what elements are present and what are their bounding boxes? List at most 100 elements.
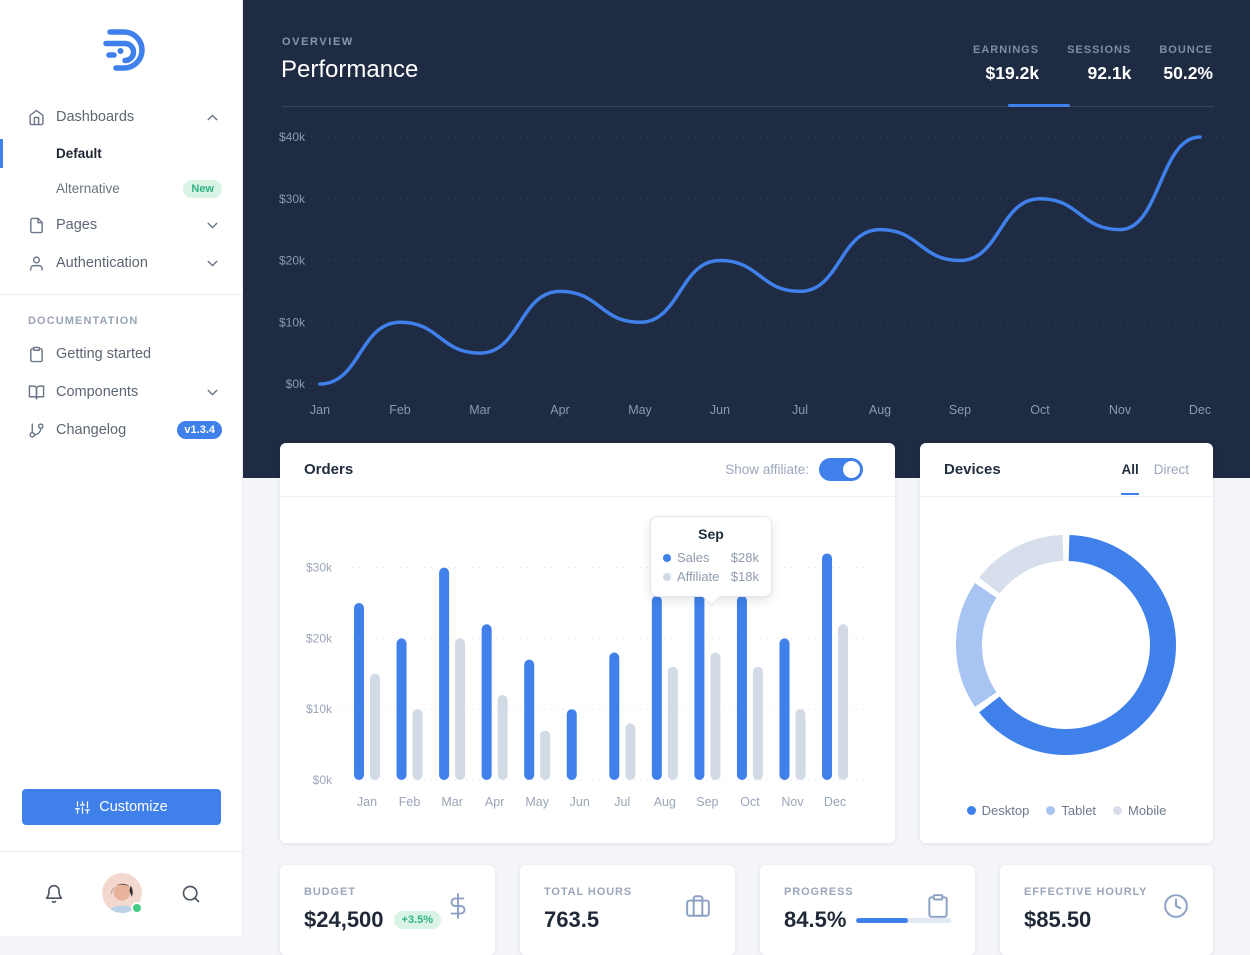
- svg-text:Sep: Sep: [696, 795, 718, 809]
- earnings-active-underline: [1008, 104, 1070, 107]
- svg-text:Jun: Jun: [710, 403, 730, 417]
- online-status-dot: [131, 902, 143, 914]
- progress-label: PROGRESS: [784, 886, 854, 898]
- legend-tablet[interactable]: Tablet: [1046, 803, 1096, 818]
- effective-hourly-card: EFFECTIVE HOURLY $85.50: [1000, 865, 1213, 955]
- page-title: Performance: [281, 56, 419, 83]
- devices-legend: Desktop Tablet Mobile: [920, 803, 1213, 818]
- bell-icon[interactable]: [44, 884, 64, 904]
- chevron-down-icon: [207, 222, 218, 228]
- nav-label: Dashboards: [56, 109, 135, 125]
- performance-header: $0k $10k $20k $30k $40k Jan Feb Mar Apr May Jun Jul…: [243, 0, 1250, 478]
- show-affiliate-toggle[interactable]: [819, 458, 863, 481]
- legend-mobile[interactable]: Mobile: [1113, 803, 1166, 818]
- tab-all[interactable]: All: [1121, 462, 1140, 495]
- effective-hourly-label: EFFECTIVE HOURLY: [1024, 886, 1148, 898]
- stat-sessions[interactable]: SESSIONS 92.1k: [1067, 44, 1132, 83]
- svg-text:$40k: $40k: [279, 130, 306, 144]
- sidebar-item-pages[interactable]: Pages: [0, 206, 242, 244]
- devices-donut-chart[interactable]: [920, 497, 1213, 797]
- clock-icon: [1164, 894, 1188, 918]
- progress-card: PROGRESS 84.5%: [760, 865, 975, 955]
- nav-label: Authentication: [56, 255, 148, 271]
- chevron-down-icon: [207, 260, 218, 266]
- svg-text:Aug: Aug: [869, 403, 891, 417]
- budget-card: BUDGET $24,500 +3.5%: [280, 865, 495, 955]
- total-hours-value: 763.5: [544, 907, 600, 932]
- clipboard-icon: [30, 346, 43, 362]
- svg-text:$0k: $0k: [313, 773, 333, 787]
- svg-text:Apr: Apr: [485, 795, 504, 809]
- svg-text:Nov: Nov: [781, 795, 804, 809]
- svg-text:Jun: Jun: [570, 795, 590, 809]
- svg-text:$30k: $30k: [279, 192, 306, 206]
- version-badge: v1.3.4: [177, 421, 222, 439]
- svg-text:Jul: Jul: [792, 403, 808, 417]
- svg-text:Dec: Dec: [824, 795, 846, 809]
- nav-label: Pages: [56, 217, 98, 233]
- header-eyebrow: OVERVIEW: [282, 36, 354, 48]
- svg-text:Oct: Oct: [1030, 403, 1050, 417]
- svg-text:May: May: [525, 795, 549, 809]
- sidebar-item-changelog[interactable]: Changelog v1.3.4: [0, 411, 242, 449]
- show-affiliate-label: Show affiliate:: [725, 462, 809, 477]
- stat-bounce[interactable]: BOUNCE 50.2%: [1159, 44, 1213, 83]
- svg-text:Sep: Sep: [949, 403, 971, 417]
- clipboard-icon: [928, 894, 948, 918]
- sidebar-item-dashboards[interactable]: Dashboards: [0, 98, 242, 136]
- book-open-icon: [28, 384, 45, 400]
- total-hours-card: TOTAL HOURS 763.5: [520, 865, 735, 955]
- svg-text:Dec: Dec: [1189, 403, 1211, 417]
- sidebar-item-getting-started[interactable]: Getting started: [0, 335, 242, 373]
- orders-title: Orders: [304, 461, 354, 478]
- devices-tabs: All Direct: [1121, 462, 1189, 495]
- svg-text:$0k: $0k: [286, 377, 306, 391]
- progress-bar-fill: [856, 917, 909, 923]
- svg-text:Nov: Nov: [1109, 403, 1132, 417]
- progress-bar: [856, 917, 951, 923]
- svg-text:Jan: Jan: [357, 795, 377, 809]
- sidebar-item-components[interactable]: Components: [0, 373, 242, 411]
- svg-text:Jan: Jan: [310, 403, 330, 417]
- home-icon: [29, 109, 44, 125]
- sidebar: Dashboards Default Alternative New Pages…: [0, 0, 243, 936]
- budget-label: BUDGET: [304, 886, 356, 898]
- tab-direct[interactable]: Direct: [1153, 462, 1189, 477]
- customize-button[interactable]: Customize: [22, 789, 221, 825]
- customize-label: Customize: [99, 799, 168, 815]
- stat-earnings[interactable]: EARNINGS $19.2k: [973, 44, 1040, 83]
- budget-change-badge: +3.5%: [393, 911, 442, 929]
- svg-text:Oct: Oct: [740, 795, 760, 809]
- git-branch-icon: [29, 422, 44, 438]
- search-icon[interactable]: [181, 884, 201, 904]
- devices-title: Devices: [944, 461, 1001, 478]
- header-stats: EARNINGS $19.2k SESSIONS 92.1k BOUNCE 50…: [973, 44, 1213, 84]
- orders-card: $0k $10k $20k $30k Jan Feb Mar Apr May Jun Jul Aug S…: [280, 443, 895, 843]
- sidebar-item-default[interactable]: Default: [0, 136, 242, 171]
- nav-label: Default: [56, 146, 102, 161]
- svg-text:Feb: Feb: [389, 403, 411, 417]
- new-badge: New: [183, 179, 222, 198]
- toggle-knob: [843, 461, 860, 478]
- total-hours-label: TOTAL HOURS: [544, 886, 633, 898]
- header-divider: [282, 106, 1214, 107]
- tablet-dot: [1046, 806, 1056, 815]
- svg-text:$20k: $20k: [279, 254, 306, 268]
- legend-desktop[interactable]: Desktop: [966, 803, 1029, 818]
- file-icon: [30, 217, 43, 233]
- briefcase-icon: [686, 895, 710, 917]
- svg-text:$10k: $10k: [279, 315, 306, 329]
- sliders-icon: [75, 800, 91, 814]
- devices-card-header: Devices All Direct: [920, 443, 1213, 497]
- svg-text:$20k: $20k: [306, 631, 333, 645]
- orders-card-header: Orders Show affiliate:: [280, 443, 895, 497]
- sidebar-item-authentication[interactable]: Authentication: [0, 244, 242, 282]
- sidebar-footer: [0, 851, 242, 936]
- avatar[interactable]: [102, 873, 143, 914]
- orders-bar-chart[interactable]: $0k $10k $20k $30k Jan Feb Mar Apr May Jun Jul Aug S…: [280, 443, 895, 843]
- sidebar-nav: Dashboards Default Alternative New Pages…: [0, 98, 242, 282]
- effective-hourly-value: $85.50: [1024, 907, 1092, 932]
- performance-line-chart[interactable]: $0k $10k $20k $30k $40k Jan Feb Mar Apr May Jun Jul…: [243, 0, 1250, 478]
- sidebar-item-alternative[interactable]: Alternative New: [0, 171, 242, 206]
- brand-logo[interactable]: [93, 22, 149, 78]
